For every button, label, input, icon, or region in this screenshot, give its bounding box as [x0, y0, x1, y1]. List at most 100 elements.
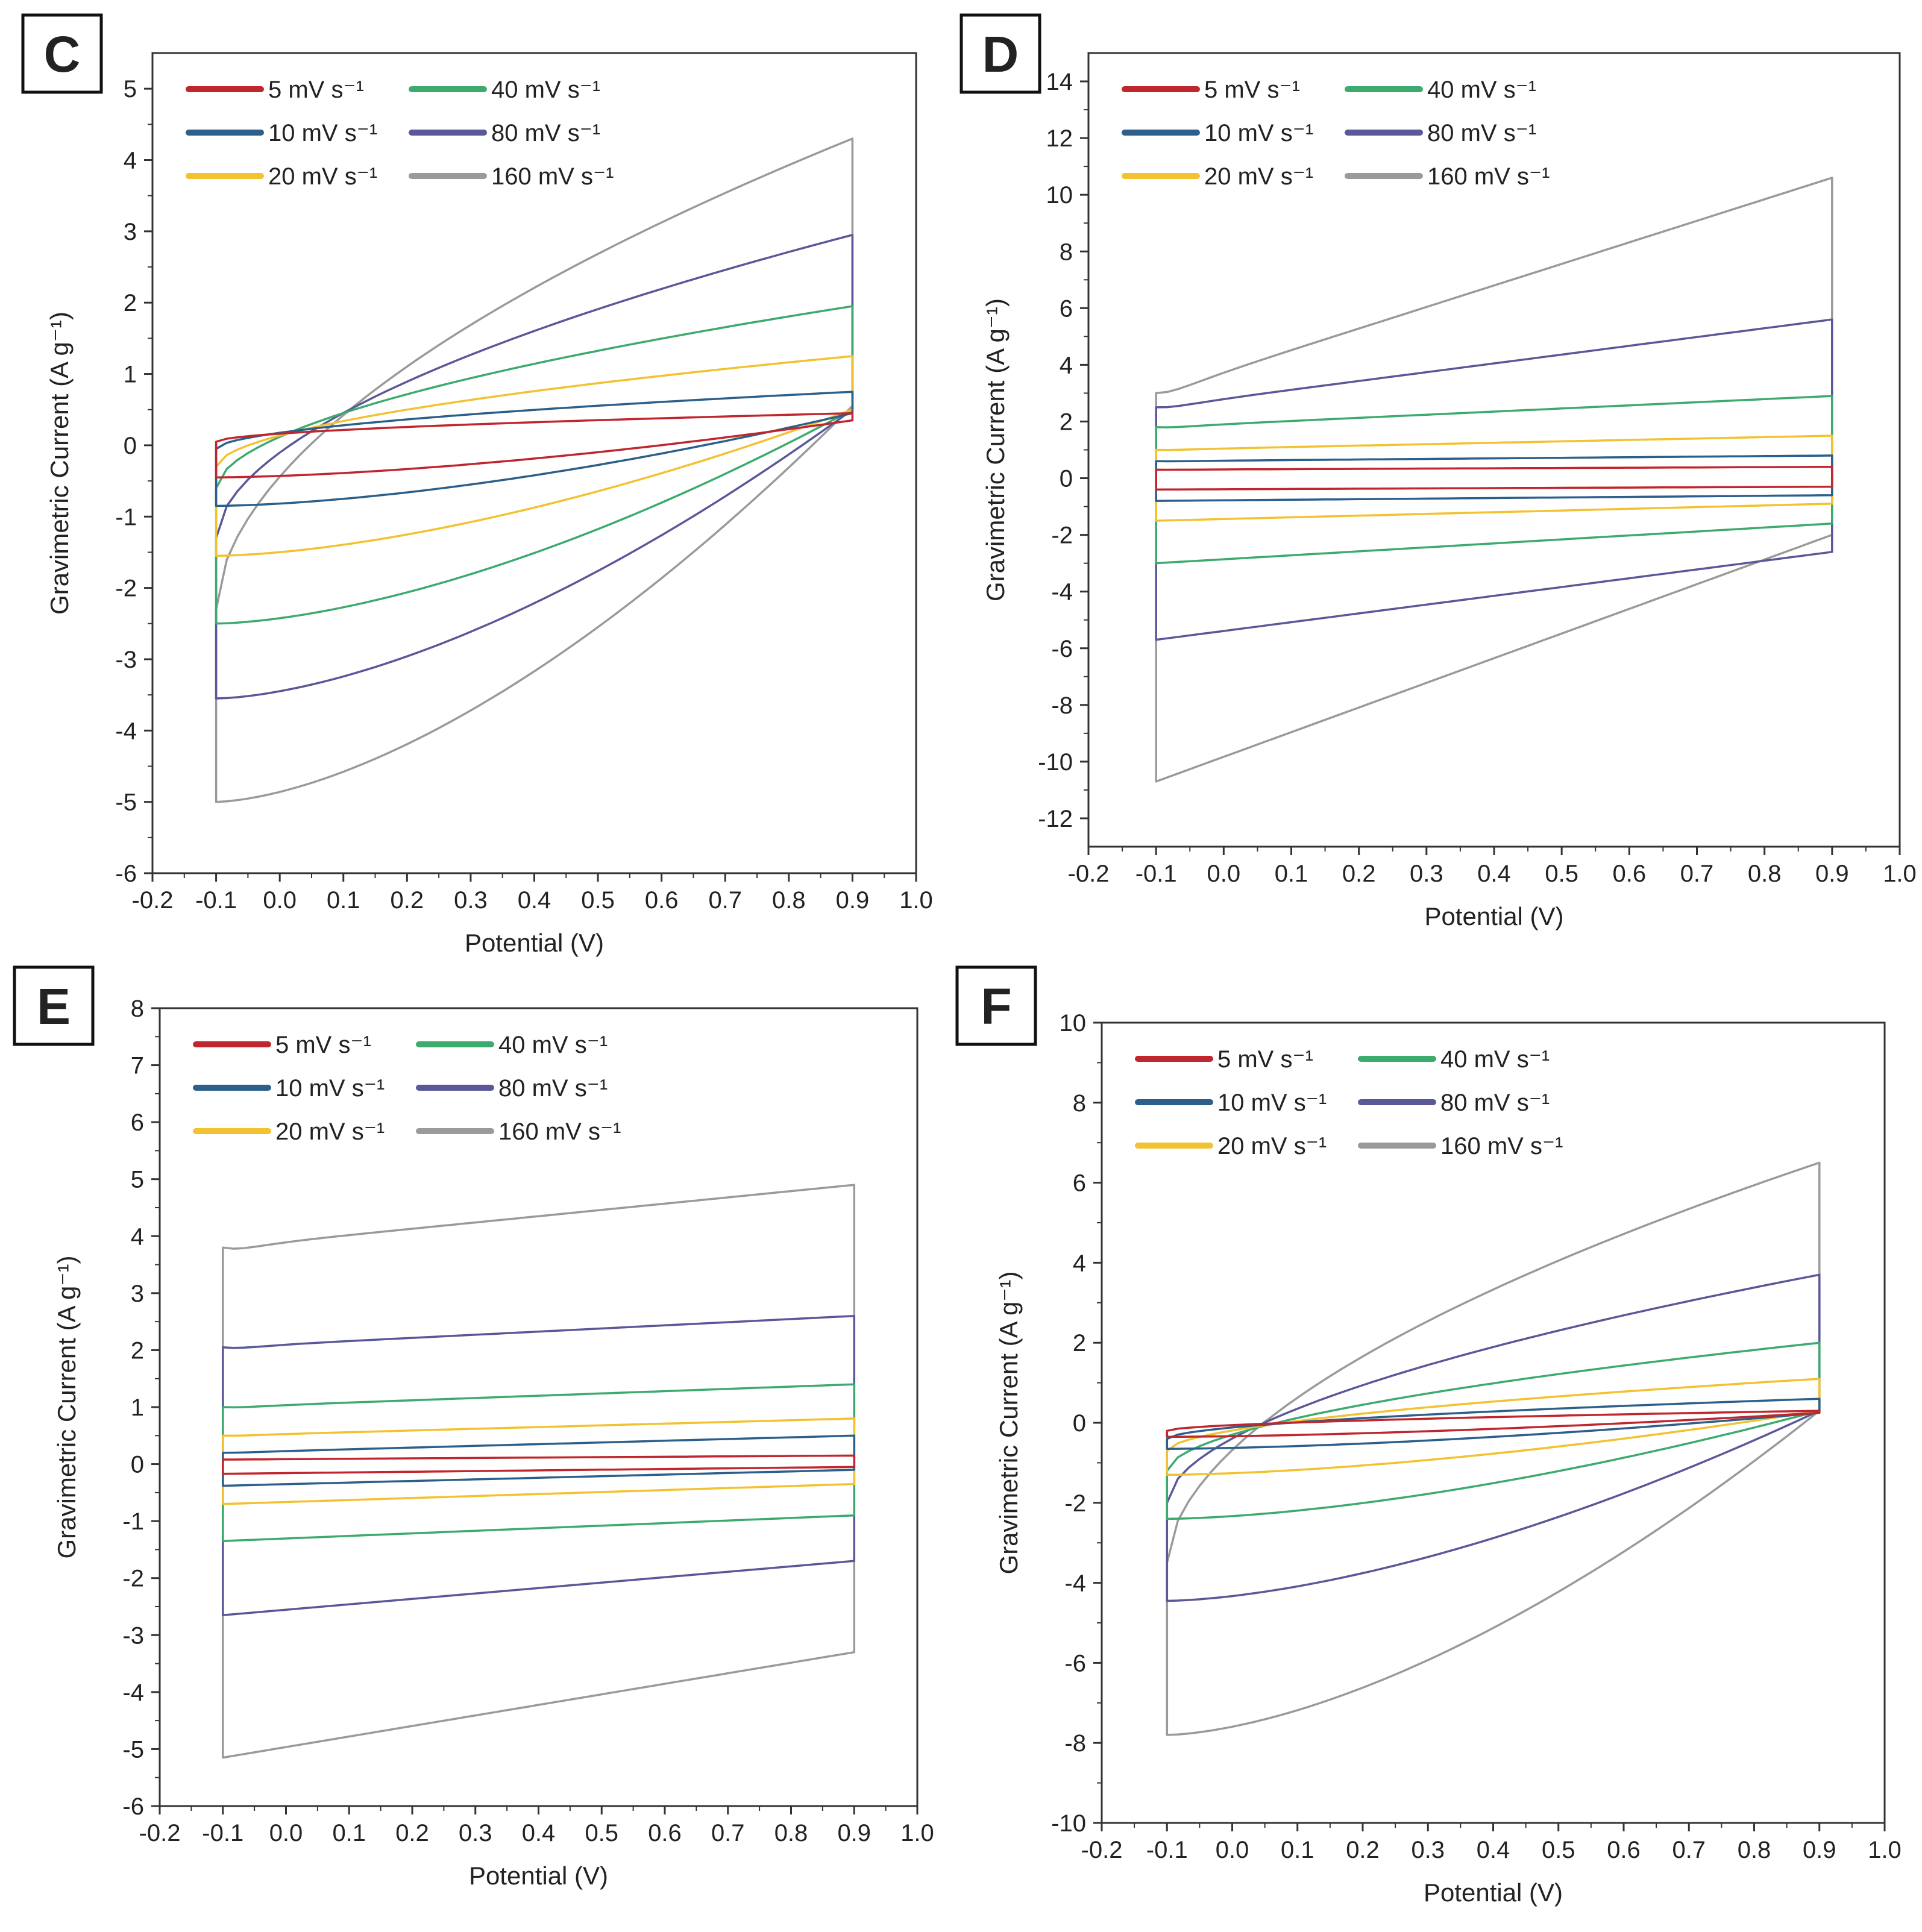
y-tick-label: 0 — [1060, 466, 1073, 492]
x-tick-label: 0.8 — [1748, 861, 1782, 887]
y-tick-label: 3 — [131, 1281, 144, 1307]
panel-letter: E — [37, 978, 71, 1035]
cv-loop-1 — [1155, 465, 1833, 491]
legend-label: 20 mV s⁻¹ — [268, 163, 377, 190]
x-tick-label: -0.1 — [195, 887, 237, 914]
x-tick-label: 1.0 — [900, 1820, 934, 1846]
legend-label: 80 mV s⁻¹ — [1440, 1090, 1550, 1116]
panel-letter-box — [955, 965, 1037, 1046]
y-tick-label: -4 — [115, 718, 137, 744]
legend-label: 160 mV s⁻¹ — [1440, 1133, 1563, 1159]
panel-f: F -0.2 -0.1 0.0 0.1 0.2 0.3 0.4 0.5 0.6 0.7 0.8 0.9 1… — [955, 965, 1902, 1907]
legend-label: 80 mV s⁻¹ — [1427, 120, 1536, 146]
y-tick-label: -3 — [115, 647, 137, 673]
y-tick-label: -2 — [1064, 1490, 1086, 1517]
panel-letter: C — [44, 26, 81, 83]
legend-label: 40 mV s⁻¹ — [491, 77, 600, 103]
x-tick-label: 0.0 — [1216, 1837, 1249, 1863]
legend-label: 160 mV s⁻¹ — [1427, 163, 1550, 190]
y-tick-label: 0 — [1073, 1410, 1086, 1437]
y-tick-label: -8 — [1051, 692, 1073, 719]
y-axis-title: Gravimetric Current (A g⁻¹) — [994, 1272, 1023, 1575]
x-tick-label: -0.2 — [132, 887, 174, 914]
cv-loop-5 — [215, 234, 854, 700]
y-tick-label: 3 — [124, 219, 137, 245]
x-tick-label: 0.7 — [708, 887, 742, 914]
cv-loop-4 — [222, 1383, 856, 1542]
x-tick-label: 1.0 — [1883, 861, 1917, 887]
y-tick-label: 2 — [1060, 409, 1073, 435]
cv-loop-3 — [1155, 434, 1833, 522]
legend-label: 40 mV s⁻¹ — [1427, 77, 1536, 103]
x-tick-label: 0.4 — [1477, 861, 1511, 887]
x-tick-label: 0.1 — [327, 887, 360, 914]
cv-loop-4 — [215, 305, 854, 625]
x-axis-title: Potential (V) — [1424, 1878, 1563, 1907]
x-tick-label: 0.5 — [581, 887, 615, 914]
cv-loop-2 — [1155, 454, 1833, 502]
x-tick-label: 0.2 — [395, 1820, 429, 1846]
x-tick-label: 0.0 — [263, 887, 297, 914]
x-tick-label: -0.1 — [202, 1820, 243, 1846]
x-tick-label: 0.7 — [711, 1820, 745, 1846]
cv-loop-5 — [1155, 318, 1833, 641]
y-tick-label: -1 — [122, 1508, 144, 1535]
legend-label: 5 mV s⁻¹ — [268, 77, 364, 103]
y-tick-label: 0 — [131, 1452, 144, 1478]
y-tick-label: 10 — [1060, 1010, 1087, 1037]
y-tick-label: 4 — [124, 148, 137, 174]
y-tick-label: 10 — [1046, 182, 1073, 209]
legend-label: 80 mV s⁻¹ — [491, 120, 600, 146]
x-tick-label: 0.6 — [645, 887, 679, 914]
x-tick-label: 0.9 — [1815, 861, 1849, 887]
x-tick-label: 0.7 — [1672, 1837, 1706, 1863]
x-tick-label: 0.3 — [459, 1820, 492, 1846]
cv-loop-6 — [222, 1184, 856, 1759]
y-tick-label: 4 — [1060, 352, 1073, 378]
cv-loop-1 — [215, 412, 854, 478]
y-tick-label: -2 — [1051, 522, 1073, 549]
legend-label: 10 mV s⁻¹ — [1217, 1090, 1327, 1116]
panel-letter-box — [959, 13, 1041, 94]
y-tick-label: 1 — [124, 362, 137, 388]
x-tick-label: 0.2 — [1342, 861, 1376, 887]
cv-loop-4 — [1155, 395, 1833, 565]
y-tick-label: -10 — [1051, 1810, 1086, 1837]
x-tick-label: 0.2 — [391, 887, 424, 914]
x-axis-title: Potential (V) — [1424, 902, 1563, 930]
y-tick-label: 5 — [131, 1167, 144, 1193]
x-tick-label: 0.7 — [1680, 861, 1714, 887]
x-tick-label: 0.3 — [1410, 861, 1443, 887]
x-tick-label: 0.9 — [837, 1820, 871, 1846]
y-tick-label: 2 — [1073, 1330, 1086, 1356]
x-tick-label: -0.2 — [1081, 1837, 1123, 1863]
x-tick-label: 0.6 — [1607, 1837, 1641, 1863]
x-tick-label: 0.1 — [1275, 861, 1308, 887]
cv-loop-6 — [1155, 177, 1833, 783]
cv-loop-1 — [1166, 1410, 1821, 1438]
y-tick-label: 7 — [131, 1053, 144, 1079]
legend-label: 10 mV s⁻¹ — [275, 1075, 385, 1102]
panel-e: E -0.2 -0.1 0.0 0.1 0.2 0.3 0.4 0.5 0.6 0.7 0.8 0.9 1… — [13, 965, 934, 1890]
x-tick-label: 0.4 — [522, 1820, 556, 1846]
x-tick-label: -0.1 — [1146, 1837, 1188, 1863]
panel-letter: D — [982, 26, 1019, 83]
y-tick-label: -5 — [115, 789, 137, 816]
panel-letter: F — [981, 978, 1011, 1035]
x-tick-label: 1.0 — [1868, 1837, 1902, 1863]
x-tick-label: 0.9 — [1803, 1837, 1836, 1863]
y-axis-title: Gravimetric Current (A g⁻¹) — [981, 298, 1010, 601]
cv-loop-4 — [1166, 1341, 1821, 1520]
y-tick-label: -6 — [1051, 636, 1073, 662]
x-tick-label: -0.2 — [139, 1820, 181, 1846]
legend-label: 40 mV s⁻¹ — [498, 1032, 608, 1058]
y-tick-label: 6 — [1073, 1170, 1086, 1197]
y-axis-title: Gravimetric Current (A g⁻¹) — [52, 1256, 81, 1559]
y-tick-label: -8 — [1064, 1730, 1086, 1757]
legend-label: 80 mV s⁻¹ — [498, 1075, 608, 1102]
y-tick-label: -6 — [1064, 1650, 1086, 1676]
cv-loop-6 — [215, 137, 854, 803]
y-tick-label: -10 — [1038, 749, 1073, 776]
x-tick-label: 0.9 — [836, 887, 870, 914]
